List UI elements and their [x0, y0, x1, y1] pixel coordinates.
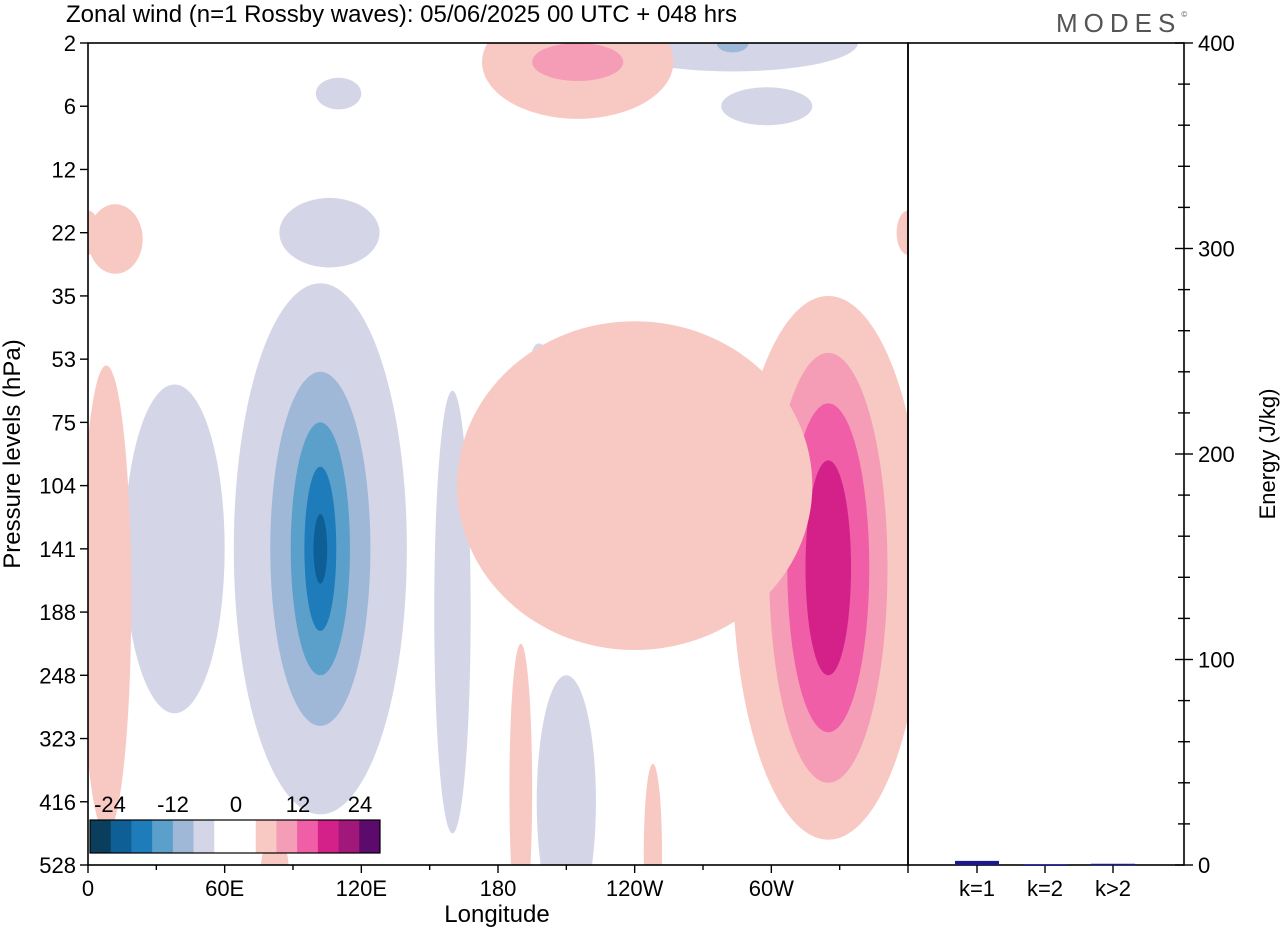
colorbar-bin	[255, 820, 277, 853]
positive-anomaly-contour	[896, 210, 908, 255]
y-tick-label: 2	[64, 31, 76, 56]
energy-cat-label: k>2	[1095, 876, 1131, 901]
colorbar-bin	[131, 820, 153, 853]
energy-bar	[1023, 864, 1067, 866]
colorbar-bin	[338, 820, 360, 853]
positive-anomaly-contour	[509, 643, 533, 865]
x-tick-label: 120W	[606, 876, 664, 901]
brand-text: MODES	[1056, 8, 1182, 38]
x-tick-label: 60E	[205, 876, 244, 901]
colorbar-bin	[90, 820, 112, 853]
energy-tick-label: 200	[1198, 442, 1235, 467]
energy-tick-label: 100	[1198, 648, 1235, 673]
wrapped-anomaly-contour	[88, 449, 98, 712]
y-tick-label: 35	[52, 284, 76, 309]
colorbar-label: -12	[157, 792, 189, 817]
colorbar-bin	[317, 820, 340, 853]
positive-anomaly-contour	[88, 365, 132, 834]
colorbar-label: 12	[286, 792, 310, 817]
colorbar-label: -24	[94, 792, 126, 817]
x-tick-label: 120E	[336, 876, 387, 901]
colorbar-label: 0	[230, 792, 242, 817]
y-tick-label: 528	[39, 853, 76, 878]
contour-field	[88, 43, 908, 865]
energy-tick-label: 300	[1198, 237, 1235, 262]
y-tick-label: 6	[64, 94, 76, 119]
y-tick-label: 141	[39, 537, 76, 562]
y-tick-label: 12	[52, 157, 76, 182]
y-tick-label: 248	[39, 663, 76, 688]
energy-cat-label: k=1	[959, 876, 995, 901]
negative-anomaly-contour	[315, 77, 362, 110]
brand-copyright-mark: ©	[1181, 10, 1188, 19]
energy-tick-label: 400	[1198, 31, 1235, 56]
colorbar-frame	[89, 819, 381, 854]
x-axis-label: Longitude	[444, 901, 549, 928]
modes-brand: MODES©	[1056, 8, 1187, 39]
chart-title: Zonal wind (n=1 Rossby waves): 05/06/202…	[66, 1, 737, 28]
positive-anomaly-contour	[805, 460, 852, 676]
positive-anomaly-contour	[643, 763, 662, 865]
colorbar-bin	[297, 820, 319, 853]
colorbar-bin	[110, 820, 132, 853]
y-axis-label: Pressure levels (hPa)	[0, 339, 26, 568]
colorbar-label: 24	[348, 792, 372, 817]
energy-panel: 0 100 200 300 400 k=1 k=2 k>2	[955, 31, 1235, 901]
negative-anomaly-contour	[313, 514, 328, 584]
colorbar-bin	[235, 820, 257, 853]
y-tick-label: 53	[52, 347, 76, 372]
colorbar-bin	[152, 820, 174, 853]
y-tick-label: 323	[39, 727, 76, 752]
positive-anomaly-contour	[889, 441, 908, 720]
y-tick-label: 188	[39, 600, 76, 625]
y-tick-label: 104	[39, 474, 76, 499]
positive-anomaly-contour	[532, 43, 624, 81]
colorbar-bin	[276, 820, 298, 853]
x-tick-label: 0	[82, 876, 94, 901]
x-tick-label: 60W	[749, 876, 794, 901]
x-tick-label: 180	[480, 876, 517, 901]
energy-tick-label: 0	[1198, 853, 1210, 878]
negative-anomaly-contour	[124, 384, 225, 714]
colorbar: -24 -12 0 12 24	[90, 792, 381, 853]
colorbar-bin	[359, 820, 381, 853]
y-tick-label: 75	[52, 410, 76, 435]
negative-anomaly-contour	[279, 197, 380, 268]
energy-plot-frame	[907, 42, 1185, 866]
energy-cat-label: k=2	[1027, 876, 1063, 901]
energy-axis-label: Energy (J/kg)	[1255, 389, 1280, 520]
pressure-axis: 2 6 12 22 35 53 75 104 141 188 248 323 416 528	[39, 31, 88, 878]
colorbar-bin	[214, 820, 236, 853]
colorbar-bin	[172, 820, 195, 853]
colorbar-bin	[193, 820, 215, 853]
negative-anomaly-contour	[716, 43, 749, 53]
energy-bar	[1091, 863, 1135, 866]
y-tick-label: 22	[52, 221, 76, 246]
negative-anomaly-contour	[536, 675, 596, 865]
negative-anomaly-contour	[721, 87, 813, 126]
y-tick-label: 416	[39, 790, 76, 815]
positive-anomaly-contour	[88, 204, 143, 274]
wrapped-anomaly-contour	[88, 210, 100, 255]
energy-bar	[955, 860, 999, 865]
longitude-axis: 0 60E 120E 180 120W 60W	[82, 865, 909, 901]
positive-anomaly-contour	[457, 321, 813, 651]
